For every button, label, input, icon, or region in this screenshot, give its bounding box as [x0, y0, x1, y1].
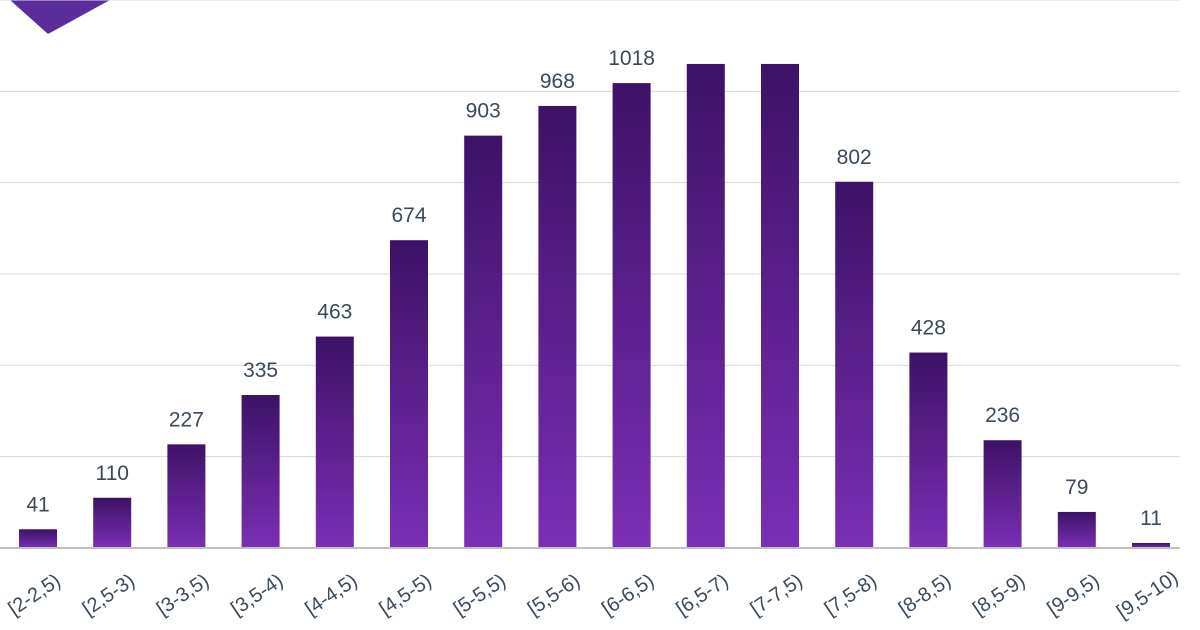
value-label-5: 463	[317, 301, 352, 324]
bar-3	[167, 444, 206, 548]
x-tick-label-1: [2-2,5)	[5, 570, 65, 621]
value-label-1: 41	[26, 493, 49, 516]
value-labels: 41 110 227 335 463 674 903 968 1018 802 428 236 79 11	[26, 47, 1162, 530]
x-tick-label-9: [6-6,5)	[598, 570, 658, 621]
bar-14	[983, 440, 1022, 548]
x-tick-label-2: [2,5-3)	[79, 570, 139, 621]
value-label-12: 802	[837, 146, 872, 169]
value-label-15: 79	[1065, 476, 1088, 499]
x-tick-label-8: [5,5-6)	[524, 570, 584, 621]
value-label-8: 968	[540, 70, 575, 93]
value-label-2: 110	[95, 462, 128, 485]
x-tick-label-13: [8-8,5)	[895, 570, 955, 621]
bar-7	[464, 135, 503, 548]
x-tick-label-5: [4-4,5)	[301, 570, 361, 621]
bar-16	[1132, 542, 1170, 548]
bars	[19, 63, 1170, 549]
bar-2	[93, 497, 132, 548]
bar-9	[612, 83, 651, 548]
bar-15	[1057, 511, 1096, 548]
x-tick-label-4: [3,5-4)	[227, 570, 287, 621]
bar-4	[241, 395, 280, 548]
value-label-9: 1018	[608, 47, 655, 70]
x-tick-label-11: [7-7,5)	[747, 570, 807, 621]
x-tick-label-15: [9-9,5)	[1043, 570, 1103, 621]
bar-6	[390, 240, 428, 548]
bar-5	[315, 336, 354, 548]
bar-12	[835, 181, 874, 548]
value-label-16: 11	[1140, 507, 1162, 530]
bar-8	[538, 105, 577, 549]
value-label-14: 236	[985, 404, 1020, 427]
bar-13	[909, 352, 948, 548]
x-tick-label-3: [3-3,5)	[153, 570, 213, 621]
x-tick-label-16: [9,5-10)	[1113, 567, 1182, 624]
bar-1	[19, 529, 57, 548]
x-tick-label-12: [7,5-8)	[821, 570, 881, 621]
x-tick-label-6: [4,5-5)	[376, 570, 436, 621]
value-label-6: 674	[391, 204, 426, 227]
x-tick-label-10: [6,5-7)	[672, 570, 732, 621]
gridlines	[0, 0, 1180, 458]
corner-accent-shape	[10, 0, 110, 34]
x-tick-label-14: [8,5-9)	[969, 570, 1029, 621]
value-label-3: 227	[169, 408, 204, 431]
value-label-13: 428	[911, 317, 946, 340]
value-label-4: 335	[243, 359, 278, 382]
x-tick-label-7: [5-5,5)	[450, 570, 510, 621]
bar-10	[686, 63, 725, 548]
value-label-7: 903	[466, 100, 501, 123]
x-axis-tick-labels: [2-2,5) [2,5-3) [3-3,5) [3,5-4) [4-4,5) [4,5-…	[5, 567, 1183, 624]
bar-11	[761, 63, 799, 548]
